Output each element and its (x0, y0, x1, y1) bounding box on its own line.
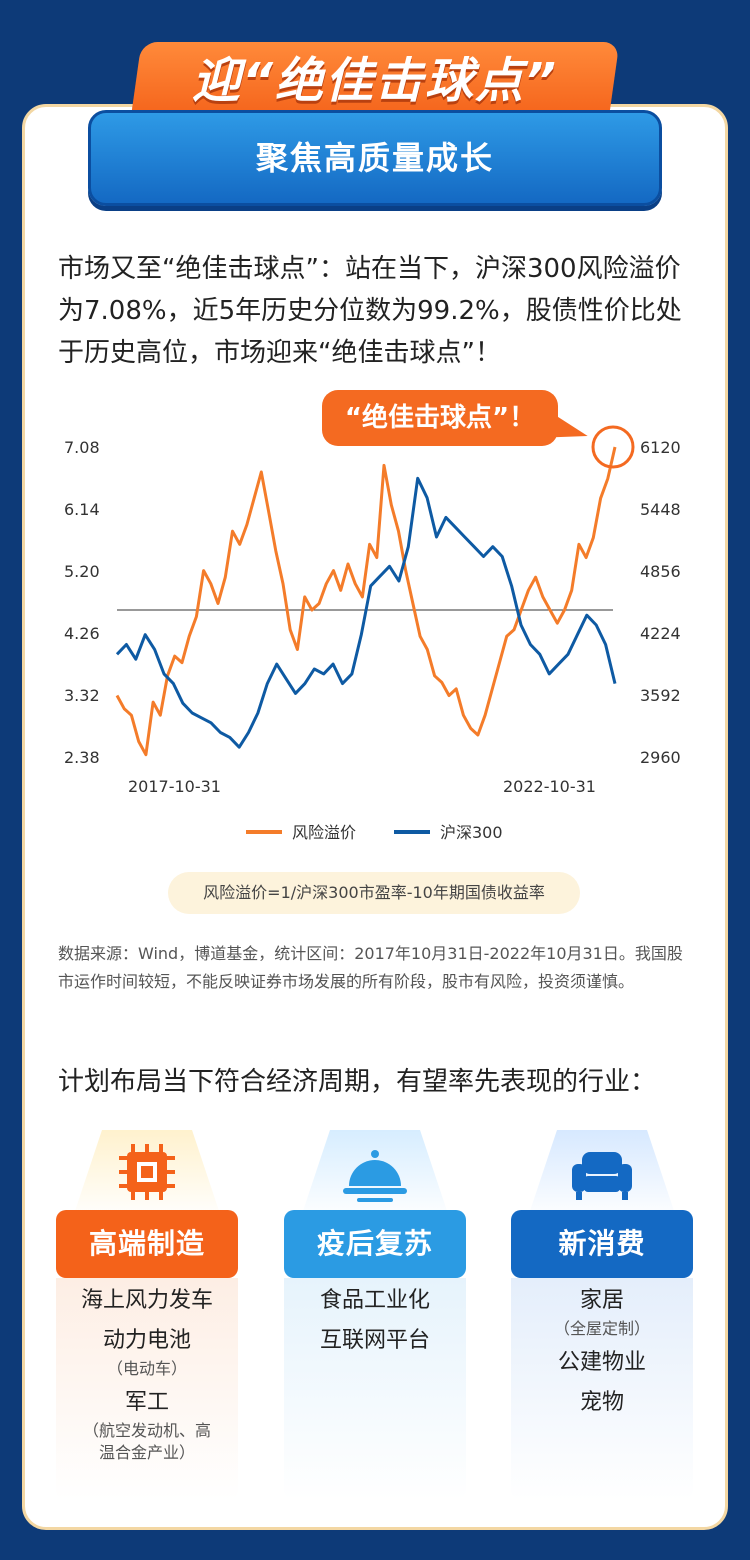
series-line-0 (115, 446, 617, 757)
sector-item: 动力电池 (102, 1328, 191, 1353)
sector-card-2: 新消费 家居 （全屋定制） 公建物业 宠物 (511, 1130, 693, 1500)
main-banner-title: 迎“绝佳击球点” (192, 53, 558, 109)
sector-card-0: 高端制造 海上风力发车 动力电池 （电动车） 军工 （航空发动机、高温合金产业） (56, 1130, 238, 1500)
sector-item-note: （全屋定制） (553, 1319, 650, 1338)
series-line-1 (115, 476, 617, 749)
sector-label: 高端制造 (56, 1210, 238, 1278)
intro-text: 市场又至“绝佳击球点”：站在当下，沪深300风险溢价为7.08%，近5年历史分位… (58, 254, 682, 368)
sector-item-note: （航空发动机、高温合金产业） (82, 1421, 211, 1462)
sector-body: 家居 （全屋定制） 公建物业 宠物 (511, 1278, 693, 1500)
y-left-tick: 2.38 (64, 748, 100, 767)
formula-note: 风险溢价=1/沪深300市盈率-10年期国债收益率 (168, 872, 580, 914)
sector-item: 海上风力发车 (80, 1288, 213, 1313)
sector-body: 海上风力发车 动力电池 （电动车） 军工 （航空发动机、高温合金产业） (56, 1278, 238, 1500)
y-right-tick: 6120 (640, 438, 681, 457)
sub-banner-background (88, 110, 662, 206)
sector-body: 食品工业化 互联网平台 (284, 1278, 466, 1500)
y-left-tick: 6.14 (64, 500, 100, 519)
sector-item: 军工 (124, 1390, 169, 1415)
legend-label-risk-premium: 风险溢价 (292, 823, 356, 842)
risk-premium-chart: 7.08 6.14 5.20 4.26 3.32 2.38 6120 5448 4856 4224… (64, 425, 681, 842)
sector-item-note: （电动车） (106, 1359, 187, 1378)
sector-card-1: 疫后复苏 食品工业化 互联网平台 (284, 1130, 466, 1500)
y-right-tick: 4224 (640, 624, 681, 643)
sector-label: 疫后复苏 (284, 1210, 466, 1278)
y-right-tick: 5448 (640, 500, 681, 519)
highlight-circle (591, 425, 635, 469)
sofa-icon (572, 1152, 632, 1200)
x-tick-start: 2017-10-31 (128, 777, 221, 796)
y-right-tick: 4856 (640, 562, 681, 581)
sector-item: 宠物 (579, 1390, 624, 1415)
sector-item: 互联网平台 (319, 1328, 430, 1353)
y-right-tick: 3592 (640, 686, 681, 705)
sub-banner-title: 聚焦高质量成长 (255, 139, 494, 177)
y-left-tick: 3.32 (64, 686, 100, 705)
legend-label-hs300: 沪深300 (440, 823, 503, 842)
callout-bubble: “绝佳击球点”！ (322, 390, 558, 446)
y-left-tick: 4.26 (64, 624, 100, 643)
sector-label: 新消费 (511, 1210, 693, 1278)
plan-title: 计划布局当下符合经济周期，有望率先表现的行业： (58, 1067, 657, 1097)
x-tick-end: 2022-10-31 (503, 777, 596, 796)
sector-glow (527, 1130, 677, 1220)
y-left-tick: 7.08 (64, 438, 100, 457)
source-note: 数据来源：Wind，博道基金，统计区间：2017年10月31日-2022年10月… (58, 944, 683, 991)
sector-item: 家居 (579, 1288, 624, 1313)
sector-item: 公建物业 (557, 1350, 646, 1375)
food-cloche-icon (343, 1150, 407, 1202)
y-left-tick: 5.20 (64, 562, 100, 581)
y-right-tick: 2960 (640, 748, 681, 767)
sector-item: 食品工业化 (319, 1288, 430, 1313)
chip-icon (119, 1144, 175, 1200)
